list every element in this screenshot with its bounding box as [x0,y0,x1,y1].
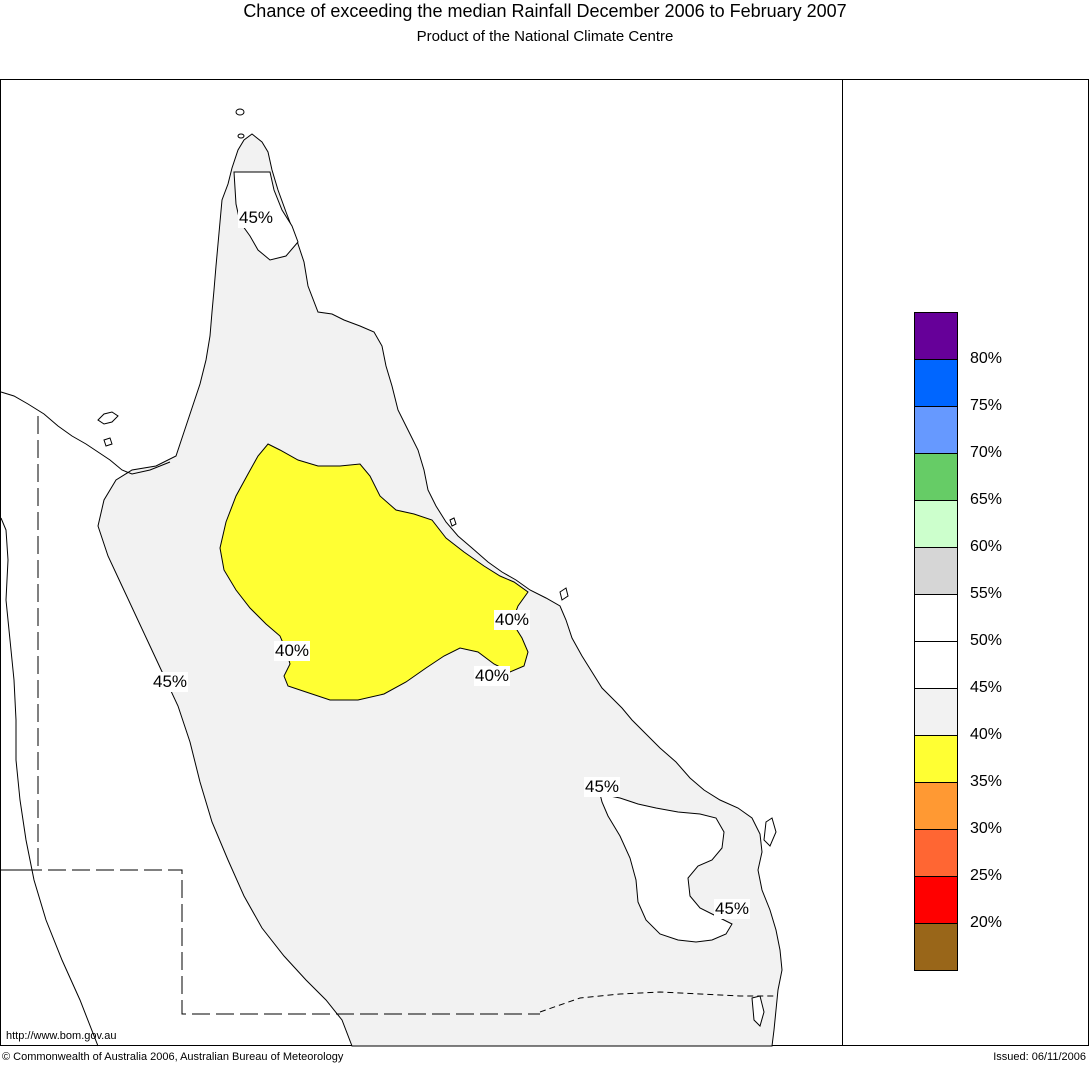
legend-label: 20% [970,914,1003,931]
legend-label: 45% [970,679,1003,696]
island [559,587,569,601]
legend-label: 35% [970,773,1003,790]
legend-label: 30% [970,820,1003,837]
legend-label: 65% [970,491,1003,508]
legend-swatch [915,454,957,501]
legend-swatch [915,501,957,548]
legend-swatch [915,689,957,736]
contour-label: 45% [714,899,751,919]
contour-label: 40% [494,610,531,630]
legend-label: 60% [970,538,1003,555]
island [97,411,119,425]
issued-date: Issued: 06/11/2006 [993,1051,1086,1063]
map-subtitle: Product of the National Climate Centre [416,28,674,45]
legend-label: 80% [970,350,1003,367]
legend-swatch [915,548,957,595]
state-border [0,869,540,1015]
contour-label: 45% [238,208,275,228]
map-title: Chance of exceeding the median Rainfall … [243,1,847,21]
legend-swatch [915,924,957,970]
legend-label: 25% [970,867,1003,884]
legend-swatch [915,360,957,407]
gulf-coastline [0,391,171,475]
island [237,133,245,139]
legend-swatch [915,830,957,877]
legend-label: 50% [970,632,1003,649]
state-border [0,416,39,871]
island [235,108,245,116]
copyright-notice: © Commonwealth of Australia 2006, Austra… [2,1051,344,1063]
legend-swatch [915,877,957,924]
state-border [539,991,776,1013]
island [763,817,777,847]
contour-label: 45% [584,777,621,797]
nt-coastline [0,517,99,1047]
contour-label: 45% [152,672,189,692]
central-yellow-region [219,443,529,701]
island [449,517,457,527]
legend-colorbar [914,312,958,971]
legend-swatch [915,642,957,689]
island [103,437,113,447]
legend-swatch [915,736,957,783]
legend-label: 70% [970,444,1003,461]
legend-label: 75% [970,397,1003,414]
legend-swatch [915,407,957,454]
contour-label: 40% [274,641,311,661]
legend-swatch [915,783,957,830]
legend-label: 55% [970,585,1003,602]
contour-label: 40% [474,666,511,686]
source-url: http://www.bom.gov.au [6,1030,117,1042]
legend-swatch [915,313,957,360]
legend-swatch [915,595,957,642]
legend-label: 40% [970,726,1003,743]
legend-divider [842,79,843,1046]
